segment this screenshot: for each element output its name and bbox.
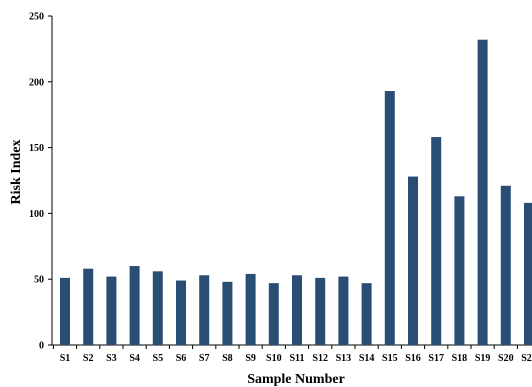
x-tick-label-s8: S8 — [222, 353, 233, 364]
bar-s4 — [129, 266, 140, 345]
bar-s14 — [361, 283, 372, 345]
bar-s16 — [408, 176, 418, 345]
x-tick-label-s12: S12 — [312, 353, 328, 364]
bar-s3 — [106, 276, 117, 345]
bar-s2 — [83, 268, 94, 345]
y-tick-label: 0 — [39, 341, 44, 352]
y-axis: 0 50 100 150 200 250 — [29, 12, 53, 352]
bar-s5 — [152, 271, 163, 345]
x-tick-label-s20: S20 — [498, 353, 514, 364]
x-tick-label-s15: S15 — [382, 353, 398, 364]
x-tick-label-s2: S2 — [83, 353, 94, 364]
x-tick-label-s14: S14 — [359, 353, 375, 364]
bar-s10 — [268, 283, 279, 345]
bar-s12 — [315, 277, 326, 345]
y-tick-label: 250 — [29, 12, 44, 23]
x-tick-label-s1: S1 — [60, 353, 71, 364]
x-tick-label-s19: S19 — [475, 353, 491, 364]
bar-s19 — [477, 39, 488, 346]
bar-s8 — [222, 281, 233, 345]
y-tick-label: 50 — [34, 275, 44, 286]
y-axis-title: Risk Index — [9, 140, 24, 205]
x-tick-label-s9: S9 — [245, 353, 256, 364]
x-axis: S1 S2 S3 S4 S5 S6 S7 S8 S9 S10 S11 S12 S13 S14 S15 S16 S… — [52, 344, 532, 364]
x-tick-label-s11: S11 — [289, 353, 304, 364]
y-tick-label: 200 — [29, 77, 44, 88]
x-tick-label-s17: S17 — [428, 353, 444, 364]
x-tick-label-s16: S16 — [405, 353, 421, 364]
bar-s21 — [524, 202, 532, 345]
bar-s1 — [60, 277, 70, 345]
x-tick-label-s21: S21 — [521, 353, 532, 364]
x-tick-label-s4: S4 — [129, 353, 140, 364]
x-tick-label-s10: S10 — [266, 353, 282, 364]
x-tick-label-s7: S7 — [199, 353, 210, 364]
bar-s11 — [292, 275, 302, 345]
x-tick-label-s3: S3 — [106, 353, 117, 364]
bar-s7 — [199, 275, 210, 345]
bar-s17 — [431, 137, 442, 345]
bar-s13 — [338, 276, 349, 345]
y-tick-label: 100 — [29, 209, 44, 220]
x-axis-title: Sample Number — [247, 372, 345, 387]
bar-s15 — [384, 91, 395, 346]
y-tick-label: 150 — [29, 143, 44, 154]
bar-s18 — [454, 196, 465, 345]
bar-series — [60, 39, 532, 346]
bar-s20 — [500, 185, 511, 345]
x-tick-label-s18: S18 — [452, 353, 468, 364]
x-tick-label-s13: S13 — [336, 353, 352, 364]
bar-s9 — [245, 273, 256, 345]
bar-s6 — [176, 280, 186, 345]
x-tick-label-s5: S5 — [153, 353, 164, 364]
x-tick-label-s6: S6 — [176, 353, 187, 364]
